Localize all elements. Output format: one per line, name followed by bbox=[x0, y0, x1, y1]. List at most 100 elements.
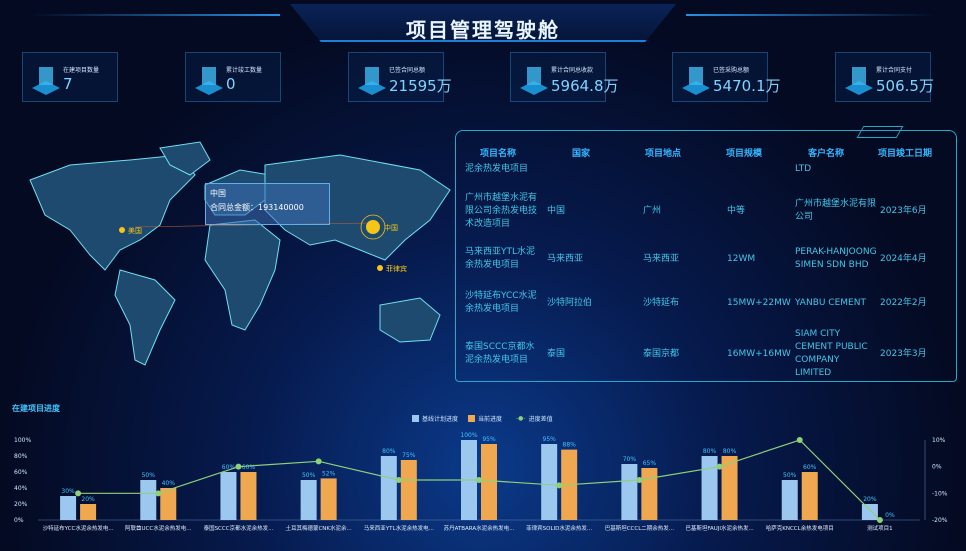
philippines-label: 菲律宾 bbox=[386, 264, 407, 273]
layers-icon bbox=[845, 67, 873, 95]
current-bar bbox=[160, 488, 177, 520]
table-row[interactable]: 广州市越堡水泥有限公司余热发电技术改造项目 中国 广州 中等 广州市越堡水泥有限公司 20… bbox=[465, 190, 953, 232]
current-bar-label: 40% bbox=[162, 480, 176, 487]
x-tick-label: 巴基斯坦FAUJI水泥余热发... bbox=[685, 524, 754, 532]
kpi-card: 在建项目数量 7 bbox=[22, 52, 118, 102]
x-tick-label: 苏丹ATBARA水泥余热发电... bbox=[444, 524, 515, 532]
header-decoration-left bbox=[30, 14, 280, 16]
table-row[interactable]: 沙特延布YCC水泥余热发电项目 沙特阿拉伯 沙特延布 15MW+22MW YANBU C… bbox=[465, 284, 953, 322]
growth-chart-icon bbox=[358, 67, 386, 95]
y-left-tick: 100% bbox=[14, 437, 31, 444]
world-map-svg: 美国 中国 菲律宾 bbox=[29, 141, 451, 366]
tooltip-value: 合同总金额：193140000 bbox=[210, 203, 304, 212]
baseline-bar bbox=[300, 480, 317, 520]
table-row[interactable]: 泰国SCCC京都水泥余热发电项目 泰国 泰国京都 16MW+16MW SIAM CITY… bbox=[465, 324, 953, 378]
world-map[interactable]: 美国 中国 菲律宾 bbox=[10, 130, 460, 380]
legend-diff[interactable]: -●- 进度差值 bbox=[516, 415, 553, 423]
current-bar-label: 75% bbox=[402, 452, 416, 459]
table-header[interactable]: 国家 bbox=[572, 149, 591, 159]
table-header[interactable]: 项目竣工日期 bbox=[878, 149, 933, 159]
baseline-bar bbox=[701, 456, 718, 520]
current-bar-label: 88% bbox=[563, 442, 577, 449]
table-row[interactable]: 马来西亚YTL水泥余热发电项目 马来西亚 马来西亚 12WM PERAK-HANJOON… bbox=[465, 234, 953, 284]
china-ripple bbox=[360, 214, 386, 240]
x-tick-label: 土耳其梅德蒙CNK水泥余... bbox=[285, 524, 352, 532]
table-row[interactable]: 泥余热发电项目 LTD bbox=[465, 162, 953, 182]
location-icon bbox=[32, 67, 60, 95]
kpi-label: 在建项目数量 bbox=[63, 67, 100, 74]
table-cell: 2022年2月 bbox=[880, 297, 927, 308]
diff-point bbox=[636, 477, 643, 483]
tooltip-title: 中国 bbox=[210, 189, 226, 198]
usa-marker[interactable] bbox=[119, 227, 125, 233]
table-header[interactable]: 客户名称 bbox=[808, 149, 845, 159]
table-cell: 沙特延布YCC水泥余热发电项目 bbox=[465, 291, 537, 314]
table-cell: YANBU CEMENT bbox=[795, 297, 866, 308]
baseline-bar bbox=[380, 456, 397, 520]
diff-point bbox=[796, 437, 803, 443]
table-cell: 马来西亚YTL水泥余热发电项目 bbox=[465, 247, 536, 270]
current-bar bbox=[481, 444, 497, 520]
kpi-value: 5964.8万 bbox=[551, 77, 619, 95]
table-cell: 2024年4月 bbox=[880, 253, 927, 264]
y-left-tick: 0% bbox=[14, 517, 24, 524]
table-cell: 2023年3月 bbox=[880, 348, 927, 359]
baseline-bar-label: 50% bbox=[783, 472, 797, 479]
x-tick-label: 菲律宾SOLID水泥余热发... bbox=[526, 524, 592, 532]
kpi-card: 累计竣工数量 0 bbox=[185, 52, 281, 102]
diff-point bbox=[235, 463, 242, 470]
page-title: 项目管理驾驶舱 bbox=[406, 18, 560, 42]
baseline-bar-label: 30% bbox=[61, 488, 75, 495]
x-tick-label: 马来西亚YTL水泥余热发电... bbox=[364, 524, 434, 532]
legend-diff-label: 进度差值 bbox=[528, 416, 553, 423]
header-decoration-right bbox=[686, 14, 936, 16]
current-bar bbox=[641, 468, 658, 520]
baseline-bar bbox=[541, 444, 558, 520]
kpi-label: 累计合同支付 bbox=[876, 67, 913, 74]
table-header[interactable]: 项目规模 bbox=[726, 149, 763, 159]
table-header[interactable]: 项目地点 bbox=[645, 149, 682, 159]
table-cell: LTD bbox=[795, 163, 812, 174]
y-right-tick: 0% bbox=[932, 464, 942, 471]
philippines-marker[interactable] bbox=[377, 265, 383, 271]
y-left-tick: 60% bbox=[14, 469, 28, 476]
table-cell: 泰国京都 bbox=[643, 348, 680, 359]
yen-icon bbox=[520, 67, 548, 95]
current-bar bbox=[721, 456, 738, 520]
x-tick-label: 巴基斯坦CCCL二期余热发... bbox=[605, 524, 675, 532]
kpi-value: 21595万 bbox=[389, 77, 452, 95]
diff-point bbox=[556, 482, 563, 489]
current-bar-label: 60% bbox=[242, 464, 256, 471]
title-banner: 项目管理驾驶舱 bbox=[290, 4, 676, 42]
baseline-bar-label: 70% bbox=[623, 456, 637, 463]
flight-line bbox=[134, 222, 371, 228]
kpi-value: 506.5万 bbox=[876, 77, 934, 95]
kpi-label: 已签采购总额 bbox=[713, 67, 750, 74]
legend-baseline-label: 基线计划进度 bbox=[422, 416, 459, 423]
current-bar bbox=[801, 472, 818, 520]
current-bar-label: 65% bbox=[643, 460, 657, 467]
current-bar-label: 95% bbox=[482, 436, 496, 443]
current-bar-label: 0% bbox=[885, 512, 895, 519]
x-tick-label: 泰国SCCC京都水泥余热发... bbox=[204, 524, 274, 532]
diff-point bbox=[876, 517, 883, 523]
baseline-bar bbox=[781, 480, 798, 520]
kpi-card: 已签合同总额 21595万 bbox=[348, 52, 452, 102]
legend-baseline[interactable]: 基线计划进度 bbox=[412, 414, 458, 423]
y-right-tick: -20% bbox=[932, 517, 948, 524]
y-right-tick: 10% bbox=[932, 437, 946, 444]
legend-current[interactable]: 当前进度 bbox=[468, 414, 502, 423]
legend-current-label: 当前进度 bbox=[478, 416, 503, 423]
table-header[interactable]: 项目名称 bbox=[480, 149, 517, 159]
china-marker[interactable] bbox=[366, 220, 380, 234]
current-bar-label: 20% bbox=[81, 496, 95, 503]
table-cell: 15MW+22MW bbox=[727, 297, 791, 308]
table-cell: PERAK-HANJOONG SIMEN SDN BHD bbox=[795, 247, 877, 270]
south-america-shape bbox=[114, 269, 176, 366]
usa-label: 美国 bbox=[128, 226, 142, 235]
baseline-bar-label: 80% bbox=[703, 448, 717, 455]
table-cell: 沙特阿拉伯 bbox=[547, 297, 593, 308]
diff-point bbox=[315, 458, 322, 465]
project-table-body[interactable]: 泥余热发电项目 LTD 广州市越堡水泥有限公司余热发电技术改造项目 中国 广州 中等 广州市… bbox=[465, 162, 953, 379]
table-cell: 广州市越堡水泥有限公司 bbox=[795, 199, 877, 222]
